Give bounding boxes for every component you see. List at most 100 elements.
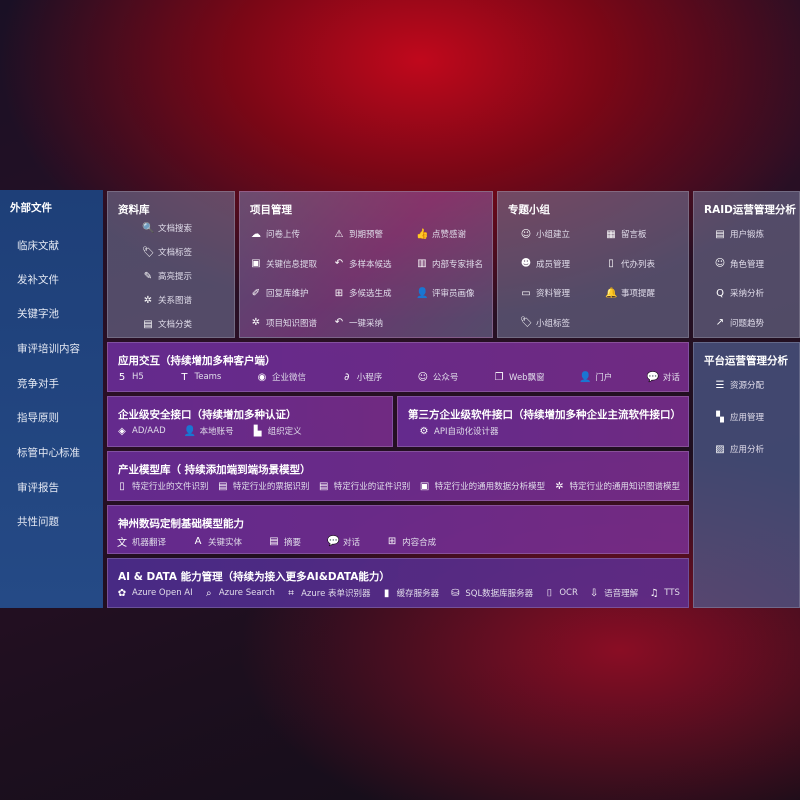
feature-item[interactable]: ▭ 资料管理 <box>520 287 571 300</box>
feature-item[interactable]: 👤 本地账号 <box>184 425 234 438</box>
project-panel: 项目管理 ☁ 问卷上传 ⚠ 到期预警 👍 点赞感谢 ▣ 关键信息提取 ↶ 多样本候选 ▥ 内部专家排名 ✐… <box>239 191 493 338</box>
feature-item[interactable]: 👤 评审员画像 <box>416 287 475 300</box>
sidebar-item[interactable]: 关键字池 <box>17 308 59 320</box>
cache-icon: ▮ <box>383 587 390 599</box>
feature-label: 回复库维护 <box>266 289 309 299</box>
summary-icon: ▤ <box>269 536 279 547</box>
feature-label: 角色管理 <box>730 259 765 270</box>
feature-item[interactable]: ▨ 应用分析 <box>714 443 764 456</box>
feature-item[interactable]: 文机器翻译 <box>116 534 166 550</box>
raid-panel: RAID运营管理分析 ▤ 用户锻炼 ☺ 角色管理 Q 采纳分析 ↗ 问题趋势 <box>693 191 800 338</box>
panel-title: 外部文件 <box>10 202 52 214</box>
feature-item[interactable]: ✐ 回复库维护 <box>250 287 309 300</box>
feature-item[interactable]: ✲ 特定行业的通用知识图谱模型 <box>553 480 680 493</box>
feature-item[interactable]: ⌕ Azure Search <box>203 588 275 599</box>
feature-item[interactable]: 🔍 文档搜索 <box>142 222 192 235</box>
feature-item[interactable]: 💬 对话 <box>327 536 360 548</box>
feature-label: Web飘窗 <box>509 373 545 383</box>
chart-icon: ▨ <box>715 443 725 455</box>
feature-item[interactable]: 🏷 文档标签 <box>142 246 192 259</box>
feature-item[interactable]: ▣ 特定行业的通用数据分析模型 <box>419 480 546 493</box>
feature-item[interactable]: ⌷ OCR <box>543 588 578 599</box>
feature-item[interactable]: ✿ Azure Open AI <box>116 588 193 599</box>
feature-item[interactable]: 👍 点赞感谢 <box>416 228 466 241</box>
sidebar-item[interactable]: 审评报告 <box>17 482 59 494</box>
feature-item[interactable]: ⚙ API自动化设计器 <box>418 425 499 438</box>
feature-label: 门户 <box>595 373 613 383</box>
feature-item[interactable]: ⛁ SQL数据库服务器 <box>449 587 533 600</box>
feature-item[interactable]: ◈ AD/AAD <box>116 426 166 437</box>
feature-item[interactable]: ↶ 多样本候选 <box>333 258 392 270</box>
feature-item[interactable]: 💬 对话 <box>647 371 680 384</box>
tag-icon: 🏷 <box>520 317 533 328</box>
feature-label: 缓存服务器 <box>396 589 440 599</box>
feature-label: 特定行业的通用数据分析模型 <box>434 482 546 492</box>
feature-item[interactable]: ❐ Web飘窗 <box>493 371 545 384</box>
feature-item[interactable]: ▤ 文档分类 <box>142 318 192 331</box>
form-icon: ⌗ <box>288 587 294 599</box>
sidebar-item[interactable]: 临床文献 <box>17 240 59 252</box>
feature-item[interactable]: ✎ 高亮提示 <box>142 270 192 283</box>
feature-label: 资料管理 <box>536 289 571 299</box>
feature-item[interactable]: T Teams <box>178 372 221 383</box>
feature-label: 事项提醒 <box>621 289 656 299</box>
thirdparty-panel: 第三方企业级软件接口（持续增加多种企业主流软件接口） ⚙ API自动化设计器 <box>397 396 689 447</box>
panel-title: 项目管理 <box>250 204 292 216</box>
feature-item[interactable]: ☺ 公众号 <box>417 371 459 384</box>
feature-item[interactable]: ▤ 特定行业的证件识别 <box>318 480 410 493</box>
feature-item[interactable]: ⌗ Azure 表单识别器 <box>285 587 370 600</box>
feature-item[interactable]: ▯ 代办列表 <box>605 258 655 270</box>
feature-item[interactable]: ♫ TTS <box>648 588 680 599</box>
feature-item[interactable]: ⇩ 语音理解 <box>588 587 638 600</box>
feature-item[interactable]: ▯ 特定行业的文件识别 <box>116 480 208 493</box>
feature-item[interactable]: ✲ 项目知识图谱 <box>250 317 317 329</box>
feature-item[interactable]: 🏷 小组标签 <box>520 317 570 329</box>
feature-item[interactable]: ⚠ 到期预警 <box>333 228 384 241</box>
sidebar-item[interactable]: 审评培训内容 <box>17 343 80 355</box>
sidebar-item[interactable]: 共性问题 <box>17 516 59 528</box>
feature-item[interactable]: ☺ 小组建立 <box>520 228 570 241</box>
feature-item[interactable]: 👤 门户 <box>579 371 613 384</box>
feature-item[interactable]: ▤ 特定行业的票据识别 <box>217 480 309 493</box>
feature-item[interactable]: ↗ 问题趋势 <box>714 317 764 329</box>
feature-item[interactable]: Q 采纳分析 <box>714 287 764 300</box>
feature-item[interactable]: ☁ 问卷上传 <box>250 228 300 241</box>
feature-item[interactable]: ▮ 缓存服务器 <box>381 587 440 600</box>
openai-icon: ✿ <box>117 587 127 599</box>
mini-program-icon: ∂ <box>344 371 350 383</box>
feature-item[interactable]: ▤ 摘要 <box>268 536 301 548</box>
graph-icon: ✲ <box>555 480 564 492</box>
feature-item[interactable]: ◉ 企业微信 <box>256 371 306 384</box>
feature-item[interactable]: 5 H5 <box>116 372 144 383</box>
feature-item[interactable]: ☰ 资源分配 <box>714 379 765 392</box>
sidebar-item[interactable]: 发补文件 <box>17 274 59 286</box>
sidebar-item[interactable]: 指导原则 <box>17 412 59 424</box>
feature-item[interactable]: ⊞ 内容合成 <box>386 536 436 548</box>
feature-label: 小组标签 <box>536 318 571 329</box>
feature-item[interactable]: ↶ 一键采纳 <box>333 317 383 329</box>
feature-item[interactable]: 🔔 事项提醒 <box>605 287 656 300</box>
sidebar-item[interactable]: 标管中心标准 <box>17 447 80 459</box>
feature-item[interactable]: ▦ 留言板 <box>605 228 646 241</box>
feature-item[interactable]: ▚ 应用管理 <box>714 411 764 424</box>
feature-item[interactable]: ▙ 组织定义 <box>252 425 302 438</box>
feature-item[interactable]: ▥ 内部专家排名 <box>416 258 483 270</box>
security-row: ◈ AD/AAD 👤 本地账号 ▙ 组织定义 <box>116 425 384 438</box>
wechat-work-icon: ◉ <box>257 371 267 383</box>
feature-item[interactable]: ⊞ 多候选生成 <box>333 287 392 300</box>
feature-item[interactable]: ✲ 关系图谱 <box>142 294 192 307</box>
feature-item[interactable]: ☺ 角色管理 <box>714 258 764 270</box>
org-icon: ▙ <box>253 425 262 437</box>
id-card-icon: ▤ <box>715 228 725 240</box>
user-icon: 👤 <box>416 287 429 299</box>
list-icon: ☰ <box>715 379 725 391</box>
feature-label: 成员管理 <box>536 259 571 270</box>
feature-item[interactable]: ☻ 成员管理 <box>520 258 570 270</box>
feature-label: 内容合成 <box>402 537 437 548</box>
sidebar-item[interactable]: 竞争对手 <box>17 378 59 390</box>
feature-item[interactable]: ∂ 小程序 <box>341 371 382 384</box>
feature-item[interactable]: ▣ 关键信息提取 <box>250 258 317 270</box>
feature-item[interactable]: ▤ 用户锻炼 <box>714 228 764 241</box>
feature-item[interactable]: A 关键实体 <box>192 536 242 548</box>
id-card-icon: ▤ <box>318 480 329 492</box>
